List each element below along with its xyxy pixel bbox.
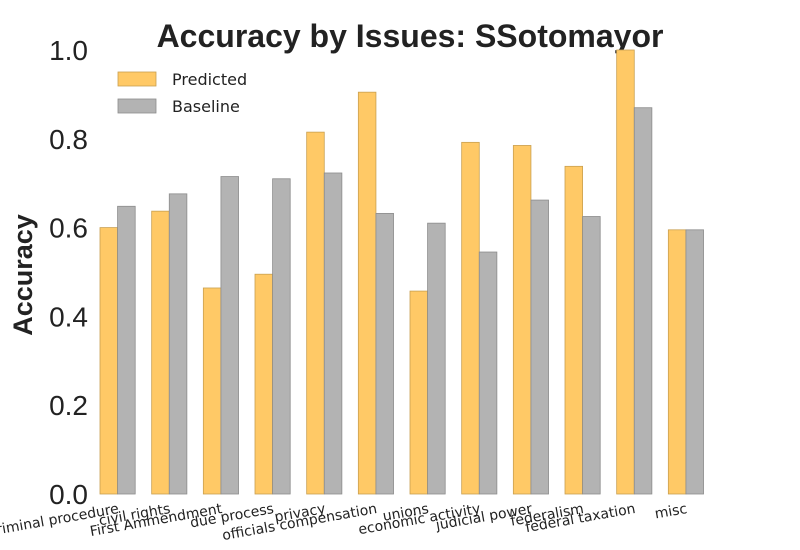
y-tick-label: 0.8 [49,124,88,155]
bar-baseline-6 [375,212,394,495]
bar-baseline-5 [323,172,343,495]
bar-baseline-1 [117,205,136,495]
legend-swatch-baseline [117,98,157,114]
bar-predicted-4 [254,273,274,495]
legend: Predicted Baseline [117,70,247,116]
y-tick-label: 0.4 [49,301,88,332]
bars [99,49,704,495]
x-tick-label: unions [382,501,430,525]
y-axis-ticks: 0.0 0.2 0.4 0.6 0.8 1.0 [49,35,88,510]
bar-predicted-1 [99,227,119,495]
legend-label-predicted: Predicted [172,70,247,89]
bar-baseline-7 [427,222,446,495]
bar-predicted-2 [151,210,170,495]
bar-baseline-12 [685,229,704,495]
legend-label-baseline: Baseline [172,97,240,116]
bar-predicted-10 [564,165,584,495]
y-tick-label: 0.0 [49,479,88,510]
bar-predicted-9 [512,145,532,495]
y-tick-label: 0.2 [49,390,88,421]
bar-predicted-3 [202,287,222,495]
bar-baseline-11 [633,107,653,495]
bar-predicted-6 [357,91,377,495]
y-axis-label: Accuracy [8,214,38,336]
y-tick-label: 1.0 [49,35,88,66]
chart-title: Accuracy by Issues: SSotomayor [157,18,664,54]
bar-predicted-7 [409,290,429,495]
bar-predicted-8 [461,141,480,495]
y-tick-label: 0.6 [49,213,88,244]
bar-predicted-11 [616,49,635,495]
x-tick-label: misc [654,501,689,522]
bar-baseline-2 [168,193,188,495]
bar-predicted-12 [667,229,687,495]
bar-baseline-10 [582,216,601,495]
legend-swatch-predicted [117,71,157,87]
bar-baseline-9 [530,199,549,495]
bar-baseline-3 [220,176,239,495]
bar-baseline-4 [272,178,291,495]
bar-predicted-5 [306,131,325,495]
bar-baseline-8 [478,251,498,495]
